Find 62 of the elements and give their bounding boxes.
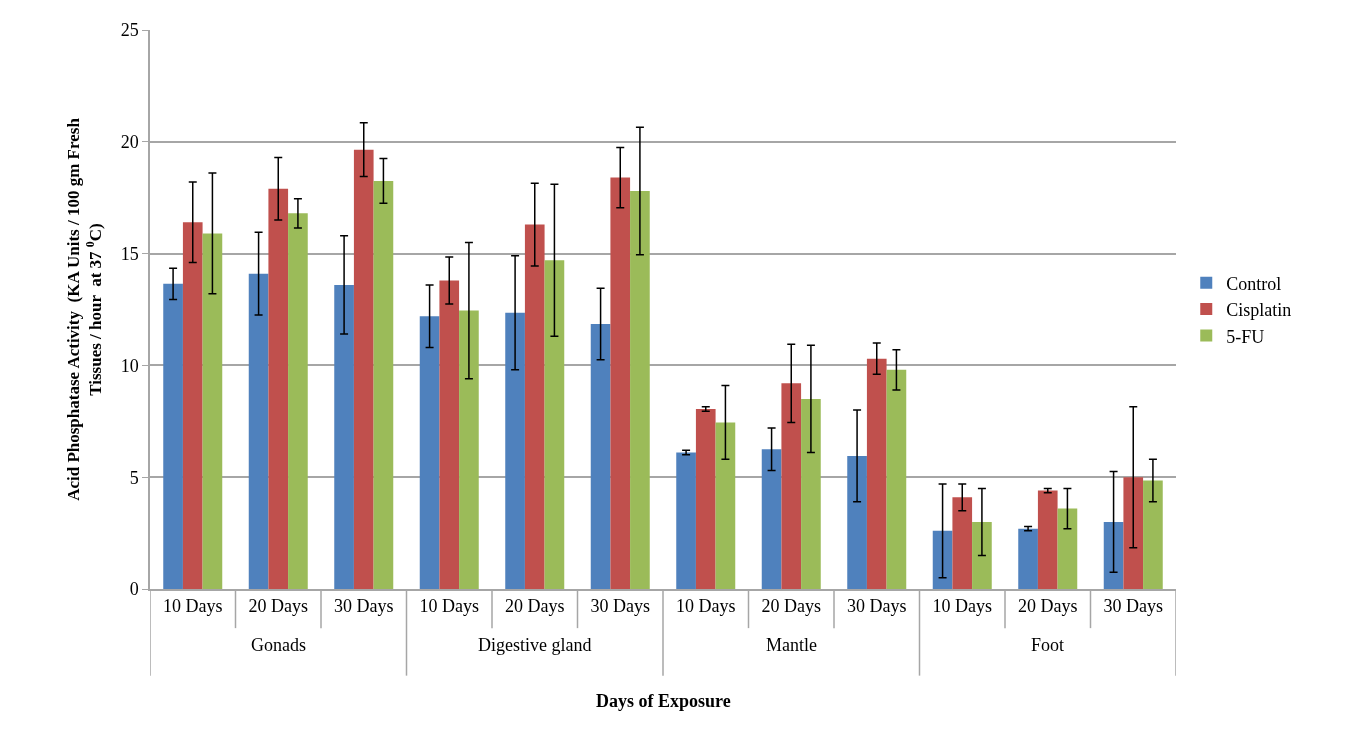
x-tick-label: 10 Days: [419, 596, 479, 617]
bar: [1123, 477, 1144, 589]
bar: [288, 213, 308, 589]
x-tick-label: 20 Days: [505, 596, 565, 617]
x-tick-label: 30 Days: [1103, 596, 1163, 617]
bar: [781, 383, 802, 589]
legend-label: Control: [1226, 273, 1282, 294]
bar: [1143, 480, 1163, 589]
x-tick-label: 10 Days: [163, 596, 223, 617]
text: Foot: [1031, 635, 1065, 655]
bar: [248, 273, 269, 589]
bar: [866, 358, 887, 589]
bar: [334, 284, 354, 589]
bar: [505, 312, 525, 589]
bar: [524, 224, 545, 589]
bar: [972, 521, 992, 589]
bar: [182, 222, 203, 589]
y-tick-label: 25: [120, 20, 139, 41]
text: Gonads: [251, 635, 306, 655]
text: Digestive gland: [478, 635, 592, 655]
bar: [952, 497, 973, 589]
bar: [801, 398, 821, 589]
y-tick-label: 20: [120, 132, 139, 153]
bar: [1037, 490, 1058, 589]
x-tick-label: 20 Days: [1018, 596, 1078, 617]
bar: [459, 310, 479, 589]
bar: [676, 452, 696, 589]
x-tick-label: 30 Days: [847, 596, 907, 617]
x-tick-label: 10 Days: [676, 596, 736, 617]
bar: [1018, 528, 1038, 589]
bar: [610, 177, 631, 589]
bar: [268, 188, 289, 589]
bar: [439, 280, 460, 589]
legend-label: Cisplatin: [1226, 300, 1292, 321]
y-tick-label: 10: [120, 355, 139, 376]
bar: [932, 530, 953, 589]
bar: [373, 180, 394, 589]
y-tick-label: 5: [129, 467, 139, 488]
x-tick-label: 20 Days: [248, 596, 308, 617]
bar: [630, 190, 650, 589]
x-tick-label: 20 Days: [761, 596, 821, 617]
text: Mantle: [766, 635, 817, 655]
bar: [715, 422, 736, 589]
y-tick-label: 15: [120, 243, 139, 264]
bar: [353, 149, 374, 589]
bar: [847, 455, 867, 589]
y-tick-label: 0: [129, 579, 139, 600]
bar: [590, 324, 611, 589]
bar: [1057, 508, 1078, 589]
bar: [202, 233, 223, 589]
x-tick-label: 30 Days: [590, 596, 650, 617]
bar: [419, 316, 440, 589]
bar: [1103, 521, 1124, 589]
bar: [761, 449, 782, 589]
bar: [886, 369, 907, 589]
x-tick-label: 10 Days: [932, 596, 992, 617]
bar: [544, 260, 565, 589]
legend-label: 5-FU: [1226, 326, 1265, 347]
bar: [695, 409, 716, 589]
bar: [163, 283, 183, 589]
x-axis-title: Days of Exposure: [596, 691, 731, 711]
x-tick-label: 30 Days: [334, 596, 394, 617]
